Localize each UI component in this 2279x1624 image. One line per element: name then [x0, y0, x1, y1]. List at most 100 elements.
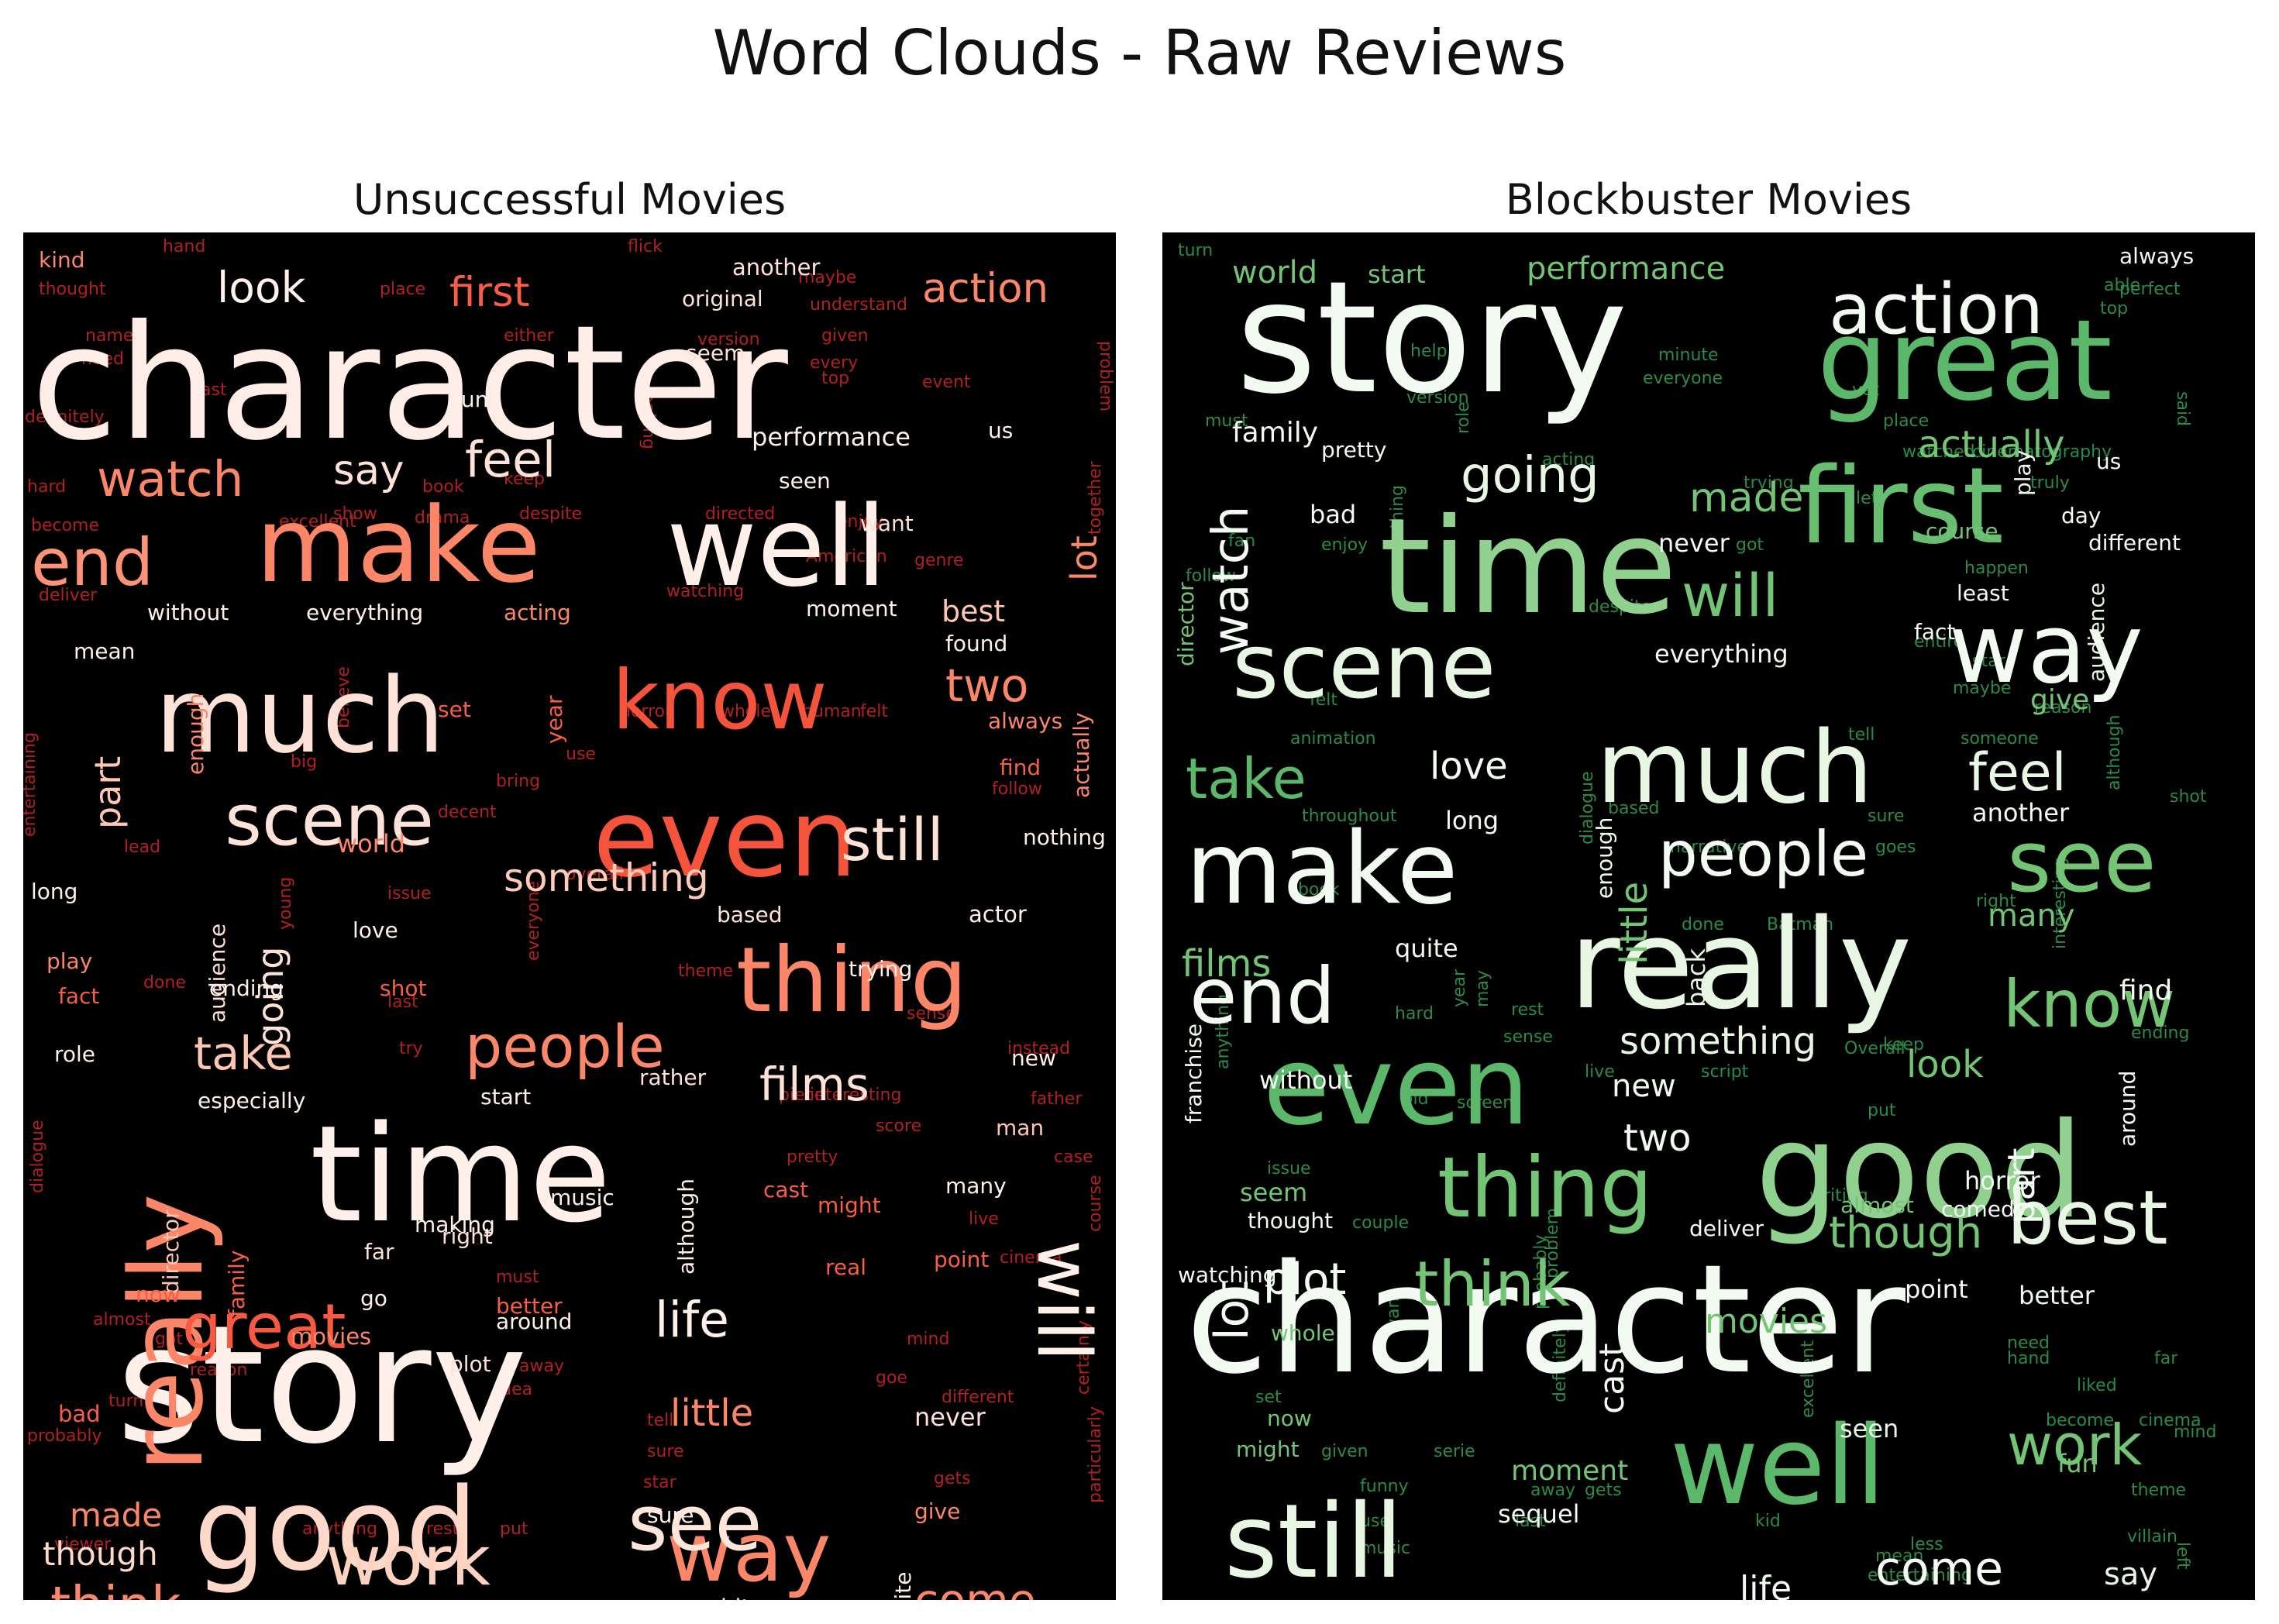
cloud-word-going: going	[250, 947, 291, 1046]
cloud-filler-word: cinema	[2139, 1411, 2202, 1430]
cloud-filler-word: truly	[2030, 473, 2070, 493]
cloud-word-see: see	[2007, 812, 2157, 911]
cloud-word-fact: fact	[58, 983, 99, 1009]
cloud-word-actually: actually	[1069, 712, 1094, 798]
cloud-filler-word: kid	[1755, 1512, 1781, 1531]
cloud-filler-word: live	[1585, 1062, 1615, 1082]
cloud-word-performance: performance	[1527, 251, 1725, 287]
word-cloud-unsuccessful: hand thought place flick given maybe understan…	[23, 232, 1116, 1600]
cloud-word-play: play	[46, 948, 92, 974]
cloud-word-better: better	[496, 1293, 563, 1319]
cloud-filler-word: fan	[1228, 532, 1255, 551]
cloud-filler-word: version	[1406, 388, 1469, 408]
cloud-word-acting: acting	[504, 600, 571, 625]
figure-title: Word Clouds - Raw Reviews	[712, 17, 1567, 89]
cloud-filler-word: excellent	[1799, 1340, 1818, 1418]
cloud-word-director: director	[158, 1209, 184, 1294]
cloud-filler-word: problem	[1096, 341, 1115, 411]
cloud-filler-word: perfect	[2119, 280, 2181, 299]
cloud-word-never: never	[1658, 528, 1730, 558]
cloud-filler-word: follow	[992, 779, 1042, 799]
cloud-filler-word: overall	[566, 865, 624, 884]
cloud-filler-word: certainly	[1074, 1320, 1093, 1395]
cloud-word-come: come	[914, 1575, 1036, 1600]
cloud-word-make: make	[256, 485, 541, 606]
cloud-filler-word: different	[942, 1388, 1014, 1407]
cloud-word-performance: performance	[752, 422, 911, 452]
cloud-filler-word: course	[1086, 1175, 1105, 1232]
cloud-word-sequel: sequel	[1498, 1499, 1580, 1529]
cloud-word-much: much	[155, 655, 445, 776]
cloud-word-action: action	[922, 265, 1048, 312]
cloud-word-might: might	[818, 1192, 881, 1218]
cloud-word-never: never	[914, 1402, 986, 1432]
cloud-word-based: based	[717, 902, 783, 927]
cloud-word-enough: enough	[1592, 817, 1617, 899]
cloud-filler-word: watching	[666, 582, 744, 601]
cloud-word-really: really	[108, 1194, 225, 1472]
cloud-filler-word: drama	[415, 508, 470, 528]
cloud-word-even: even	[1263, 1024, 1530, 1150]
cloud-word-something: something	[1620, 1020, 1816, 1063]
cloud-word-know: know	[2003, 966, 2175, 1042]
cloud-filler-word: interesting	[2050, 858, 2070, 949]
cloud-filler-word: flick	[628, 237, 663, 256]
cloud-filler-word: help	[1410, 342, 1448, 361]
cloud-filler-word: funny	[1360, 1477, 1409, 1496]
cloud-filler-word: far	[2154, 1349, 2178, 1368]
cloud-word-think: think	[50, 1575, 181, 1600]
cloud-word-well: well	[1670, 1403, 1885, 1529]
cloud-word-good: good	[1755, 1095, 2084, 1248]
cloud-word-moment: moment	[1511, 1455, 1628, 1487]
cloud-word-still: still	[841, 805, 944, 874]
cloud-word-people: people	[1658, 818, 1868, 890]
cloud-word-everything: everything	[1654, 639, 1788, 669]
cloud-word-comedy: comedy	[1941, 1196, 2027, 1222]
cloud-word-audience: audience	[205, 924, 230, 1023]
cloud-filler-word: directed	[705, 504, 775, 524]
cloud-filler-word: problem	[1543, 1208, 1562, 1278]
cloud-filler-word: minute	[1658, 346, 1719, 365]
cloud-filler-word: hand	[163, 237, 205, 256]
cloud-filler-word: done	[143, 973, 186, 993]
cloud-filler-word: despite	[519, 504, 582, 524]
cloud-word-director: director	[1173, 582, 1199, 666]
cloud-word-far: far	[364, 1239, 394, 1264]
cloud-filler-word: thought	[39, 280, 106, 299]
cloud-filler-word: must	[496, 1268, 539, 1287]
cloud-word-way: way	[666, 1505, 831, 1600]
cloud-word-day: day	[2061, 503, 2102, 528]
panel-title-blockbuster: Blockbuster Movies	[1505, 175, 1912, 224]
cloud-filler-word: serie	[1434, 1442, 1475, 1461]
cloud-word-work: work	[325, 1521, 491, 1600]
cloud-filler-word: place	[1883, 411, 1929, 431]
cloud-word-pretty: pretty	[1321, 437, 1386, 463]
cloud-filler-word: hard	[1395, 1004, 1434, 1024]
cloud-filler-word: enjoy	[1321, 535, 1368, 555]
cloud-word-many: many	[945, 1173, 1007, 1199]
cloud-filler-word: excellent	[279, 512, 356, 532]
cloud-word-come: come	[1875, 1542, 2003, 1596]
cloud-word-real: real	[825, 1254, 866, 1280]
cloud-word-many: many	[1988, 898, 2075, 934]
cloud-word-films: films	[1182, 942, 1271, 986]
cloud-word-action: action	[1829, 269, 2043, 350]
cloud-filler-word: keep	[1883, 1035, 1924, 1055]
cloud-filler-word: everyone	[1643, 369, 1723, 388]
cloud-filler-word: put	[1868, 1101, 1896, 1120]
cloud-word-shot: shot	[380, 975, 426, 1001]
cloud-word-seem: seem	[686, 340, 745, 366]
cloud-filler-word: Overall	[1844, 1039, 1905, 1058]
cloud-word-give: give	[914, 1498, 960, 1524]
cloud-word-work: work	[2007, 1412, 2143, 1478]
cloud-filler-word: role	[1454, 401, 1473, 434]
cloud-filler-word: believe	[334, 666, 353, 728]
cloud-filler-word: last	[387, 993, 418, 1012]
cloud-filler-word: reason	[2034, 698, 2091, 717]
cloud-word-seen: seen	[779, 468, 831, 494]
cloud-filler-word: issue	[1267, 1159, 1311, 1178]
cloud-word-great: great	[182, 1291, 346, 1363]
cloud-word-another: another	[1972, 798, 2070, 827]
cloud-word-actor: actor	[969, 901, 1027, 927]
